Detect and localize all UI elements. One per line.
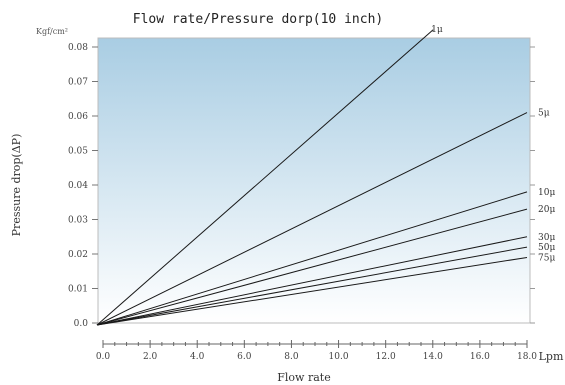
x-tick-label: 18.0 — [517, 352, 537, 362]
y-tick-label: 0.01 — [68, 285, 88, 295]
series-label: 75μ — [538, 253, 555, 263]
x-axis-label: Flow rate — [277, 371, 330, 384]
x-tick-label: 0.0 — [96, 352, 111, 362]
plot-area — [97, 37, 531, 324]
x-tick-label: 12.0 — [376, 352, 396, 362]
y-tick-label: 0.07 — [68, 78, 88, 88]
y-tick-label: 0.06 — [68, 112, 88, 122]
chart-title: Flow rate/Pressure dorp(10 inch) — [133, 12, 383, 27]
x-tick-label: 16.0 — [470, 352, 490, 362]
series-lines — [96, 29, 528, 326]
series-line — [96, 112, 528, 326]
x-tick-label: 8.0 — [284, 352, 299, 362]
y-unit-label: Kgf/cm² — [36, 27, 68, 36]
x-axis: 0.0 2.0 4.0 6.0 8.0 10.0 12.0 14.0 16.0 18.0 — [96, 340, 537, 362]
y-tick-label: 0.05 — [68, 147, 88, 157]
y-tick-label: 0.0 — [74, 319, 89, 329]
y-tick-label: 0.08 — [68, 43, 88, 53]
x-tick-label: 6.0 — [237, 352, 252, 362]
x-tick-label: 10.0 — [329, 352, 349, 362]
y-axis: 0.0 0.01 0.02 0.03 0.04 0.05 0.06 0.07 0.08 — [68, 43, 535, 329]
x-tick-label: 14.0 — [423, 352, 443, 362]
series-line — [96, 236, 528, 326]
series-line — [96, 29, 434, 326]
series-line — [96, 191, 528, 326]
series-label: 30μ — [538, 233, 555, 243]
series-label: 20μ — [538, 205, 555, 215]
y-axis-label: Pressure drop(ΔP) — [10, 134, 23, 237]
x-tick-label: 2.0 — [143, 352, 158, 362]
x-unit-label: Lpm — [539, 350, 564, 363]
y-tick-label: 0.02 — [68, 250, 88, 260]
y-tick-label: 0.04 — [68, 181, 88, 191]
series-line — [96, 208, 528, 326]
x-tick-label: 4.0 — [190, 352, 205, 362]
series-line — [96, 256, 528, 326]
series-label: 1μ — [431, 25, 443, 35]
series-label: 10μ — [538, 188, 555, 198]
y-tick-label: 0.03 — [68, 216, 88, 226]
series-label: 5μ — [538, 109, 550, 119]
series-line — [96, 246, 528, 326]
series-label: 50μ — [538, 243, 555, 253]
plot-background — [97, 37, 531, 324]
